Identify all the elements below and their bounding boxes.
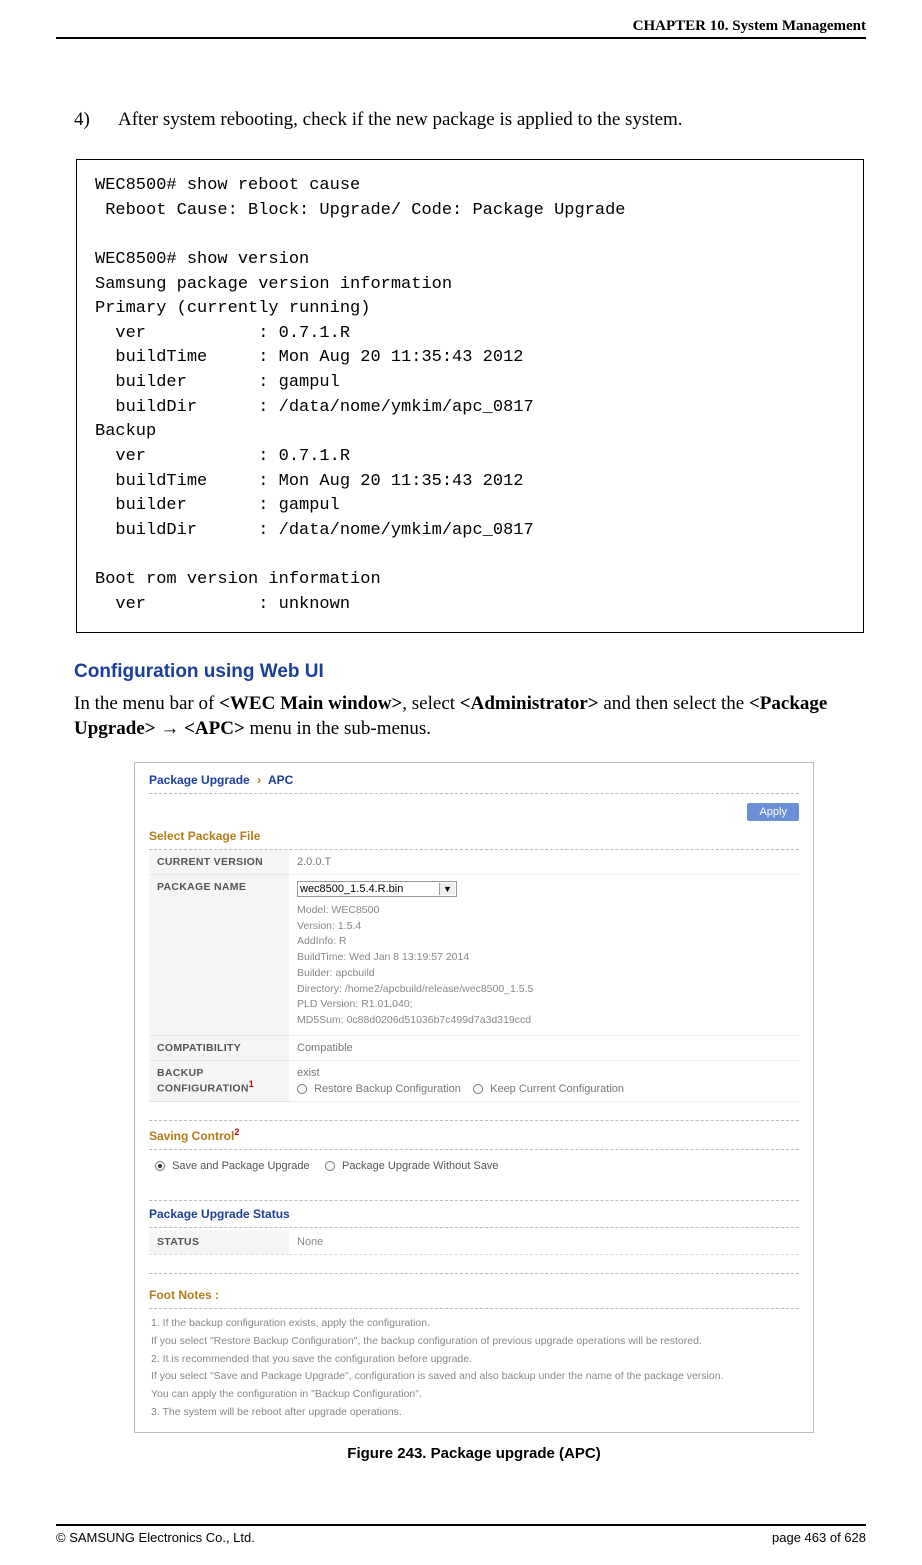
current-version-value: 2.0.0.T xyxy=(289,850,799,875)
package-select[interactable]: wec8500_1.5.4.R.bin ▼ xyxy=(297,881,457,897)
chapter-header: CHAPTER 10. System Management xyxy=(56,18,866,39)
upgrade-status-label: Package Upgrade Status xyxy=(149,1201,799,1228)
breadcrumb-a: Package Upgrade xyxy=(149,773,250,787)
meta-directory: Directory: /home2/apcbuild/release/wec85… xyxy=(297,982,791,998)
footnotes-heading: Foot Notes : xyxy=(149,1278,799,1309)
breadcrumb-b: APC xyxy=(268,773,293,787)
step-4: 4) After system rebooting, check if the … xyxy=(74,109,866,131)
para-text: In the menu bar of xyxy=(74,693,219,714)
footnote-2c: You can apply the configuration in "Back… xyxy=(151,1386,797,1404)
footer-copyright: © SAMSUNG Electronics Co., Ltd. xyxy=(56,1530,255,1545)
figure-caption: Figure 243. Package upgrade (APC) xyxy=(134,1445,814,1462)
page-footer: © SAMSUNG Electronics Co., Ltd. page 463… xyxy=(56,1524,866,1545)
webui-heading: Configuration using Web UI xyxy=(74,661,866,683)
meta-buildtime: BuildTime: Wed Jan 8 13:19:57 2014 xyxy=(297,950,791,966)
status-value: None xyxy=(289,1230,799,1255)
saving-control-options: Save and Package Upgrade Package Upgrade… xyxy=(149,1150,799,1182)
breadcrumb: Package Upgrade › APC xyxy=(149,773,799,794)
table-row: STATUS None xyxy=(149,1230,799,1255)
keep-current-label: Keep Current Configuration xyxy=(490,1083,624,1095)
restore-backup-radio[interactable] xyxy=(297,1084,307,1094)
footnote-2: 2. It is recommended that you save the c… xyxy=(151,1351,797,1369)
footnote-2b: If you select "Save and Package Upgrade"… xyxy=(151,1368,797,1386)
saving-control-label: Saving Control2 xyxy=(149,1121,799,1150)
para-arrow: → xyxy=(156,718,185,739)
table-row: PACKAGE NAME wec8500_1.5.4.R.bin ▼ Model… xyxy=(149,874,799,1035)
keep-current-radio[interactable] xyxy=(473,1084,483,1094)
meta-builder: Builder: apcbuild xyxy=(297,966,791,982)
meta-md5: MD5Sum: 0c88d0206d51036b7c499d7a3d319ccd xyxy=(297,1013,791,1029)
webui-paragraph: In the menu bar of <WEC Main window>, se… xyxy=(74,691,866,742)
chevron-down-icon: ▼ xyxy=(439,883,455,895)
table-row: COMPATIBILITY Compatible xyxy=(149,1035,799,1060)
upgrade-without-save-label: Package Upgrade Without Save xyxy=(342,1160,499,1172)
para-bold: <Administrator> xyxy=(460,693,599,714)
para-text: menu in the sub-menus. xyxy=(245,718,431,739)
package-name-label: PACKAGE NAME xyxy=(149,874,289,1035)
breadcrumb-sep: › xyxy=(253,773,265,787)
meta-model: Model: WEC8500 xyxy=(297,903,791,919)
status-table: STATUS None xyxy=(149,1230,799,1255)
para-bold: <WEC Main window> xyxy=(219,693,402,714)
compatibility-label: COMPATIBILITY xyxy=(149,1035,289,1060)
meta-pld: PLD Version: R1.01.040; xyxy=(297,997,791,1013)
select-package-file-label: Select Package File xyxy=(149,823,799,850)
package-select-value: wec8500_1.5.4.R.bin xyxy=(300,883,403,895)
para-text: , select xyxy=(402,693,460,714)
package-info-table: CURRENT VERSION 2.0.0.T PACKAGE NAME wec… xyxy=(149,850,799,1102)
upgrade-without-save-radio[interactable] xyxy=(325,1161,335,1171)
restore-backup-label: Restore Backup Configuration xyxy=(314,1083,461,1095)
table-row: BACKUP CONFIGURATION1 exist Restore Back… xyxy=(149,1060,799,1101)
footnotes-body: 1. If the backup configuration exists, a… xyxy=(149,1309,799,1424)
step-number: 4) xyxy=(74,109,118,131)
save-and-upgrade-label: Save and Package Upgrade xyxy=(172,1160,310,1172)
save-and-upgrade-radio[interactable] xyxy=(155,1161,165,1171)
footnote-ref-2: 2 xyxy=(234,1127,239,1137)
terminal-output: WEC8500# show reboot cause Reboot Cause:… xyxy=(76,159,864,633)
meta-addinfo: AddInfo: R xyxy=(297,934,791,950)
para-bold: <APC> xyxy=(184,718,245,739)
step-text: After system rebooting, check if the new… xyxy=(118,109,866,131)
footnote-1: 1. If the backup configuration exists, a… xyxy=(151,1315,797,1333)
footnote-ref-1: 1 xyxy=(249,1079,254,1089)
meta-version: Version: 1.5.4 xyxy=(297,919,791,935)
footnote-1b: If you select "Restore Backup Configurat… xyxy=(151,1333,797,1351)
package-metadata: Model: WEC8500 Version: 1.5.4 AddInfo: R… xyxy=(297,903,791,1029)
footer-page-number: page 463 of 628 xyxy=(772,1530,866,1545)
table-row: CURRENT VERSION 2.0.0.T xyxy=(149,850,799,875)
current-version-label: CURRENT VERSION xyxy=(149,850,289,875)
backup-exist-value: exist xyxy=(297,1067,791,1079)
status-label: STATUS xyxy=(149,1230,289,1255)
footnote-3: 3. The system will be reboot after upgra… xyxy=(151,1404,797,1422)
para-text: and then select the xyxy=(599,693,749,714)
compatibility-value: Compatible xyxy=(289,1035,799,1060)
webui-screenshot: Package Upgrade › APC Apply Select Packa… xyxy=(134,762,814,1433)
backup-config-label: BACKUP CONFIGURATION1 xyxy=(149,1060,289,1101)
apply-button[interactable]: Apply xyxy=(747,803,799,821)
